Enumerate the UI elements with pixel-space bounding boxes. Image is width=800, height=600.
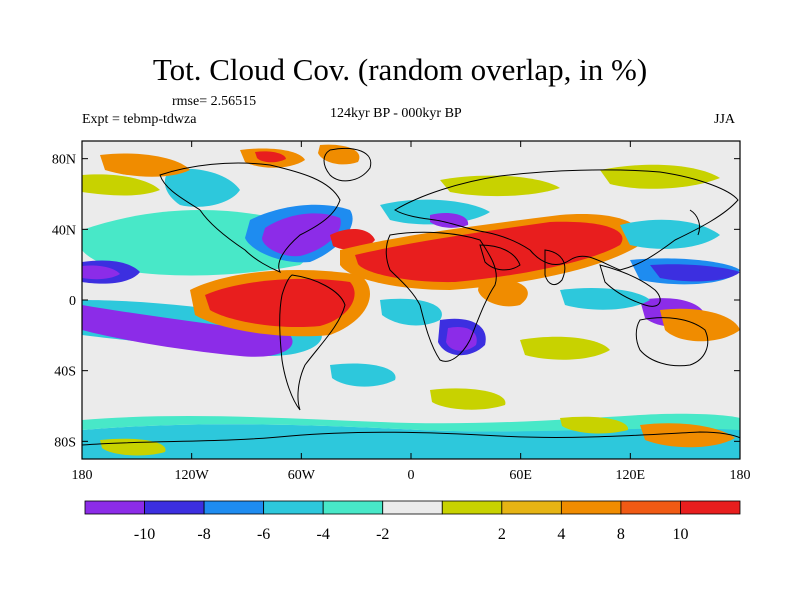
anomaly-patch [620, 219, 720, 249]
lon-tick-label: 120W [175, 468, 210, 483]
colorbar-swatch [84, 500, 145, 515]
colorbar-label: 4 [557, 526, 565, 543]
rmse-label: rmse= 2.56515 [172, 94, 257, 109]
colorbar-label: 10 [672, 526, 688, 543]
coastline-africa [385, 231, 497, 362]
colorbar-label: -8 [197, 526, 210, 543]
coastline-south-america [279, 274, 346, 411]
anomaly-patch [318, 144, 360, 165]
anomaly-patch [82, 174, 160, 196]
anomaly-patch [446, 326, 477, 351]
colorbar-swatch [680, 500, 741, 515]
season-label: JJA [714, 112, 736, 127]
colorbar-swatch [620, 500, 681, 515]
anomaly-patch [82, 305, 293, 357]
anomaly-patch [520, 336, 610, 360]
anomaly-patch [164, 168, 240, 207]
colorbar-swatch [203, 500, 265, 515]
colorbar-label: -6 [257, 526, 270, 543]
colorbar-swatch [382, 500, 443, 515]
experiment-label: Expt = tebmp-tdwza [82, 112, 197, 127]
anomaly-patch [205, 278, 355, 328]
coastline-antarctica [82, 431, 740, 446]
colorbar-label: 8 [617, 526, 625, 543]
colorbar-swatch [560, 500, 622, 515]
lon-tick-label: 180 [72, 468, 93, 483]
anomaly-patch [560, 416, 629, 434]
colorbar-swatch [441, 500, 503, 515]
colorbar-label: -4 [317, 526, 330, 543]
lon-tick-label: 120E [616, 468, 646, 483]
colorbar-swatch [322, 500, 384, 515]
lat-tick-label: 40S [54, 365, 76, 380]
anomaly-patch [100, 153, 190, 177]
colorbar-label: -10 [134, 526, 155, 543]
anomaly-patch [82, 265, 120, 280]
lat-tick-label: 40N [52, 223, 76, 238]
colorbar-swatch [263, 500, 324, 515]
colorbar-swatch [144, 500, 205, 515]
colorbar-label: -2 [376, 526, 389, 543]
lon-tick-label: 0 [408, 468, 415, 483]
lat-tick-label: 80N [52, 153, 76, 168]
anomaly-patch [650, 264, 740, 282]
colorbar-swatch [501, 500, 562, 515]
lon-axis: 180 120W 60W 0 60E 120E 180 [72, 141, 751, 483]
anomaly-patch [478, 279, 528, 307]
coastline-europe-asia [394, 169, 739, 271]
anomaly-patch [440, 175, 560, 197]
lon-tick-label: 180 [730, 468, 751, 483]
anomaly-patch [255, 151, 286, 163]
coastlines [82, 147, 740, 446]
colorbar: -10 -8 -6 -4 -2 2 4 8 10 [84, 500, 741, 543]
colorbar-label: 2 [498, 526, 506, 543]
anomaly-patch [430, 213, 469, 228]
period-label: 124kyr BP - 000kyr BP [330, 106, 462, 121]
coastline-arabia [479, 244, 521, 271]
coastline-north-america [159, 162, 341, 273]
anomaly-patch [430, 388, 506, 410]
lon-tick-label: 60W [288, 468, 316, 483]
anomaly-patch [660, 308, 740, 342]
coastline-japan [689, 209, 701, 236]
figure-title: Tot. Cloud Cov. (random overlap, in %) [152, 52, 648, 87]
coastline-se-asia [599, 264, 661, 307]
lat-axis: 80N 40N 0 40S 80S [52, 153, 740, 450]
anomaly-patch [355, 221, 623, 283]
anomaly-patch [380, 298, 442, 326]
coastline-greenland [323, 147, 372, 182]
anomaly-patch [560, 288, 650, 310]
anomaly-patch [330, 363, 396, 387]
lon-tick-label: 60E [509, 468, 532, 483]
lat-tick-label: 80S [54, 435, 76, 450]
anomaly-patch [640, 423, 735, 448]
coastline-india [544, 249, 566, 286]
lat-tick-label: 0 [69, 294, 76, 309]
coastline-australia [635, 317, 709, 367]
